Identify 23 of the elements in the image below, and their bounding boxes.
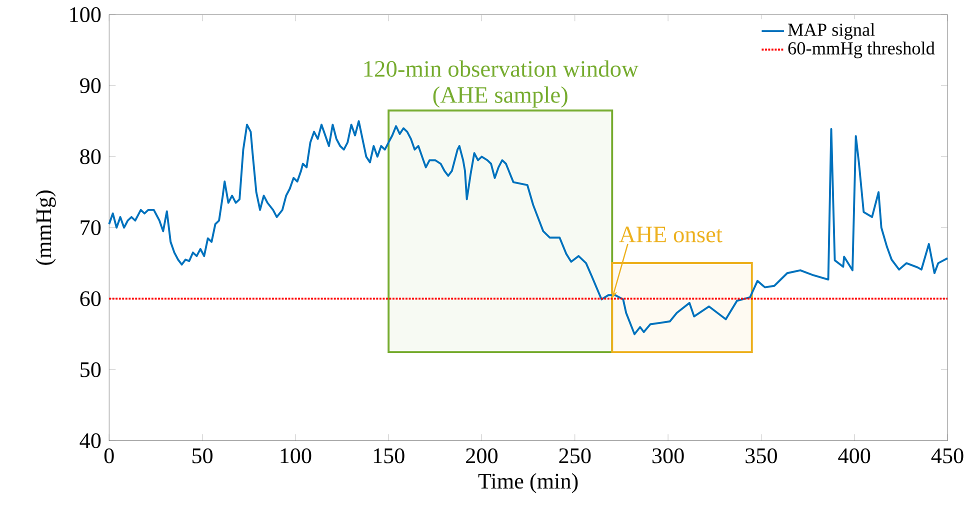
x-tick-label: 450: [931, 448, 964, 464]
y-tick-label: 60: [80, 291, 101, 306]
y-tick-label: 100: [70, 7, 101, 22]
x-tick-label: 400: [838, 448, 870, 464]
x-tick-label: 50: [192, 448, 213, 464]
x-axis-title: Time (min): [478, 473, 578, 494]
band-label: 120-min observation window (AHE sample): [364, 60, 638, 108]
x-tick-label: 250: [559, 448, 591, 464]
x-tick-label: 0: [104, 448, 114, 464]
y-axis-title: (mmHg): [36, 190, 56, 265]
legend-label: MAP signal: [788, 23, 875, 40]
x-tick-label: 350: [746, 448, 777, 464]
annotation: AHE onset: [619, 226, 722, 242]
y-tick-label: 70: [80, 220, 101, 236]
y-tick-label: 40: [80, 433, 101, 448]
legend-label: 60-mmHg threshold: [788, 42, 935, 58]
y-tick-label: 80: [80, 149, 101, 164]
x-tick-label: 200: [466, 448, 498, 464]
x-tick-label: 150: [374, 448, 404, 464]
y-tick-label: 90: [80, 78, 101, 94]
y-tick-label: 50: [80, 362, 101, 378]
x-tick-label: 100: [280, 448, 312, 464]
x-tick-label: 300: [652, 448, 684, 464]
